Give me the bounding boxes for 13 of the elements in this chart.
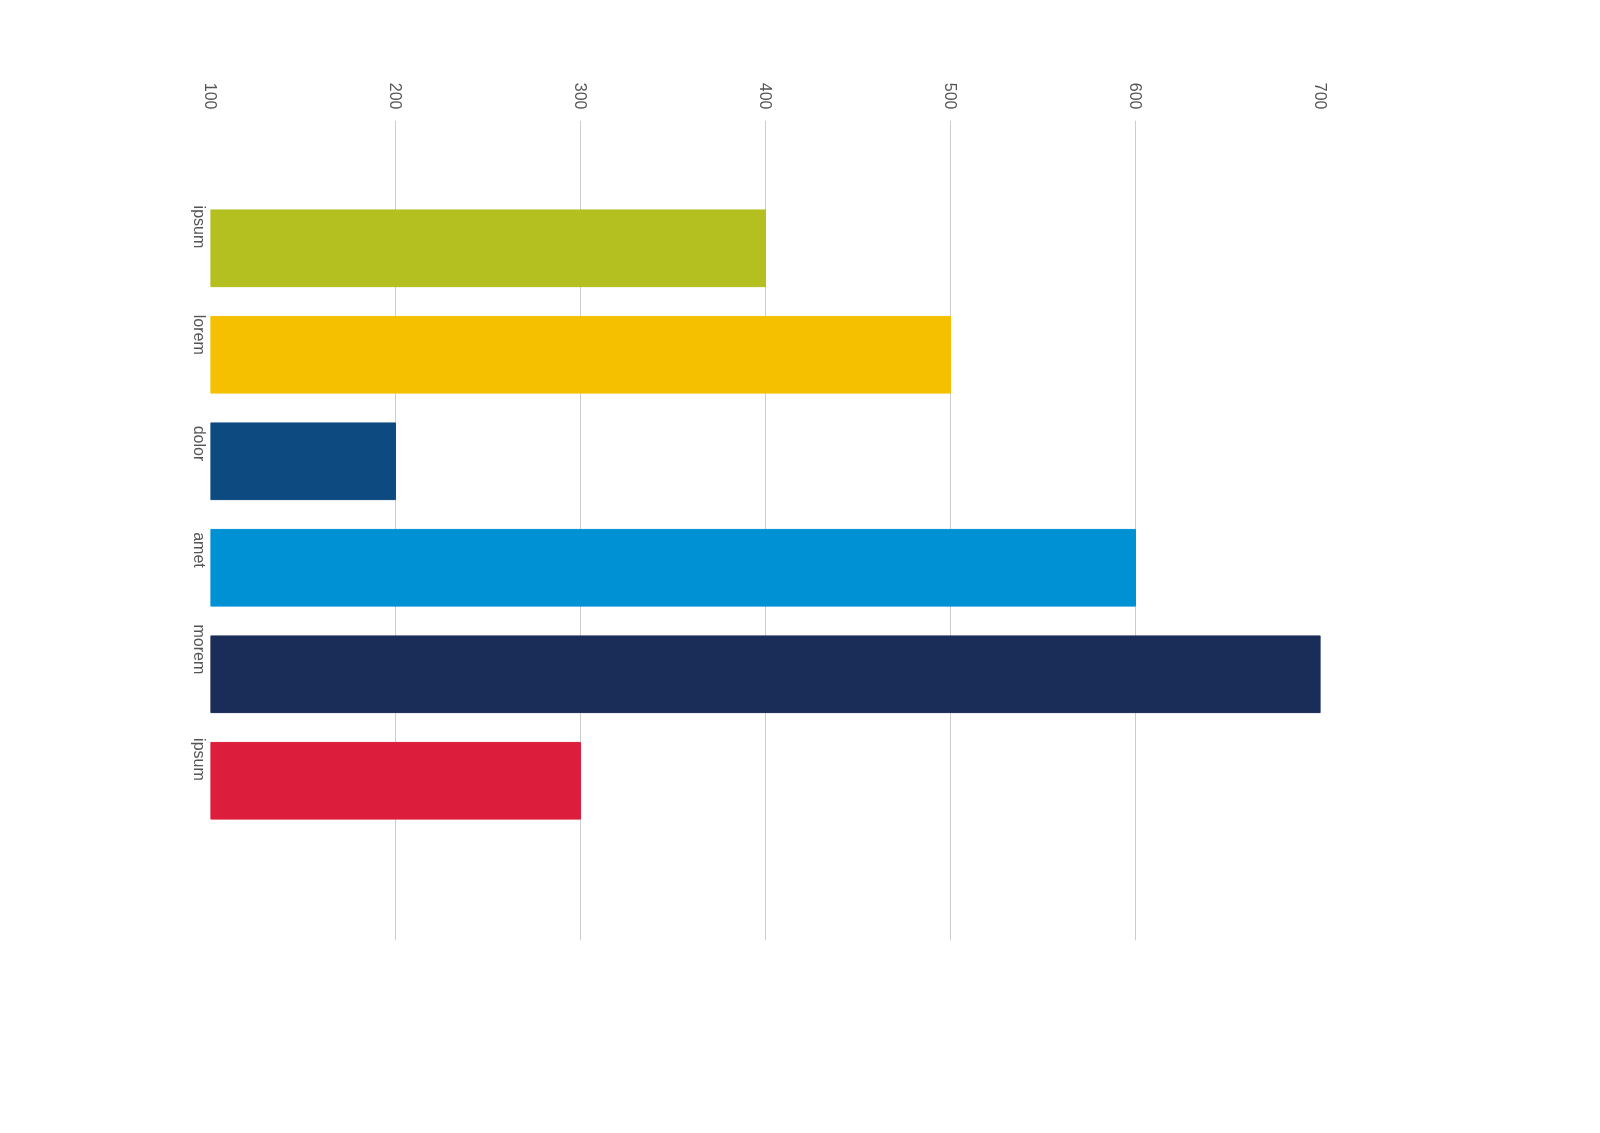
x-tick-label: 600 [1126, 82, 1144, 110]
y-tick-label: lorem [191, 314, 208, 355]
x-tick-label: 100 [201, 82, 219, 110]
y-tick-label: amet [191, 532, 208, 569]
y-tick-label: ipsum [191, 738, 208, 781]
x-tick-label: 700 [1311, 82, 1329, 110]
x-tick-label: 500 [941, 82, 959, 110]
x-tick-label: 400 [756, 82, 774, 110]
x-tick-label: 300 [571, 82, 589, 110]
y-tick-label: dolor [191, 425, 208, 462]
x-tick-label: 200 [386, 82, 404, 110]
y-tick-label: morem [191, 624, 208, 675]
y-tick-label: ipsum [191, 205, 208, 249]
